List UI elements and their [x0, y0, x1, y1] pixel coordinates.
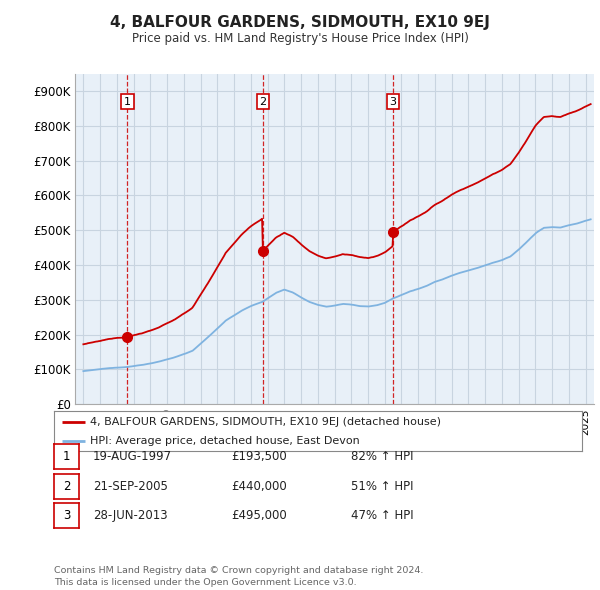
Text: 47% ↑ HPI: 47% ↑ HPI: [351, 509, 413, 522]
Text: 2: 2: [63, 480, 70, 493]
Text: 2: 2: [259, 97, 266, 107]
Text: Contains HM Land Registry data © Crown copyright and database right 2024.
This d: Contains HM Land Registry data © Crown c…: [54, 566, 424, 587]
Text: HPI: Average price, detached house, East Devon: HPI: Average price, detached house, East…: [90, 435, 359, 445]
Text: 28-JUN-2013: 28-JUN-2013: [93, 509, 167, 522]
Text: 4, BALFOUR GARDENS, SIDMOUTH, EX10 9EJ: 4, BALFOUR GARDENS, SIDMOUTH, EX10 9EJ: [110, 15, 490, 30]
Text: 3: 3: [389, 97, 397, 107]
Text: 1: 1: [63, 450, 70, 463]
Text: 1: 1: [124, 97, 131, 107]
Text: 51% ↑ HPI: 51% ↑ HPI: [351, 480, 413, 493]
Text: 3: 3: [63, 509, 70, 522]
Text: 4, BALFOUR GARDENS, SIDMOUTH, EX10 9EJ (detached house): 4, BALFOUR GARDENS, SIDMOUTH, EX10 9EJ (…: [90, 417, 441, 427]
Text: Price paid vs. HM Land Registry's House Price Index (HPI): Price paid vs. HM Land Registry's House …: [131, 32, 469, 45]
Text: 21-SEP-2005: 21-SEP-2005: [93, 480, 168, 493]
Text: 19-AUG-1997: 19-AUG-1997: [93, 450, 172, 463]
Text: 82% ↑ HPI: 82% ↑ HPI: [351, 450, 413, 463]
Text: £495,000: £495,000: [231, 509, 287, 522]
Text: £440,000: £440,000: [231, 480, 287, 493]
Text: £193,500: £193,500: [231, 450, 287, 463]
